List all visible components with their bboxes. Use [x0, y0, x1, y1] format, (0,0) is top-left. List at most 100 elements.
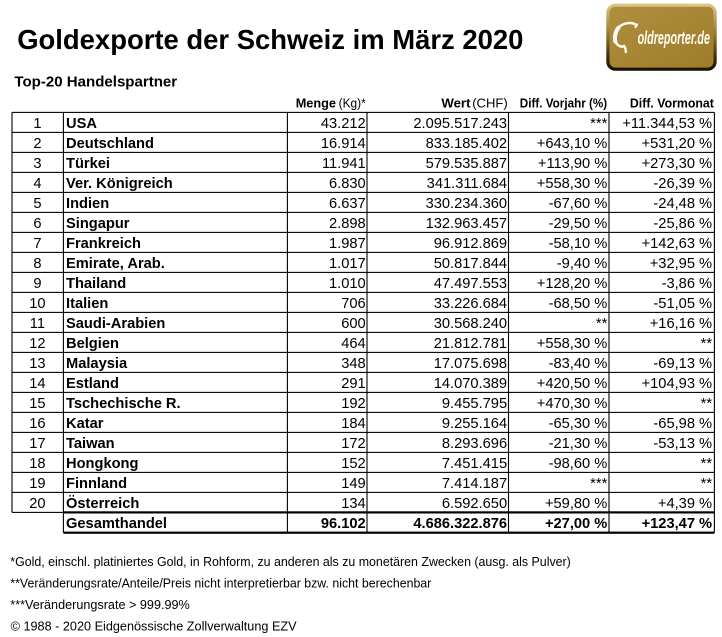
svg-text:11: 11 — [30, 316, 45, 332]
svg-text:19: 19 — [29, 476, 45, 492]
svg-text:-9,40 %: -9,40 % — [557, 256, 608, 272]
svg-text:833.185.402: 833.185.402 — [426, 136, 508, 152]
svg-text:-53,13 %: -53,13 % — [653, 436, 712, 452]
svg-text:Malaysia: Malaysia — [66, 356, 128, 372]
svg-text:7.451.415: 7.451.415 — [442, 456, 507, 472]
svg-text:+273,30 %: +273,30 % — [642, 156, 713, 172]
svg-text:14.070.389: 14.070.389 — [434, 376, 507, 392]
svg-text:1.010: 1.010 — [329, 276, 366, 292]
svg-text:Saudi-Arabien: Saudi-Arabien — [66, 316, 165, 332]
svg-text:2.095.517.243: 2.095.517.243 — [413, 116, 507, 132]
svg-text:16: 16 — [29, 416, 45, 432]
svg-text:20: 20 — [29, 496, 45, 512]
svg-text:33.226.684: 33.226.684 — [434, 296, 507, 312]
svg-text:Tschechische R.: Tschechische R. — [66, 396, 181, 412]
svg-text:+113,90 %: +113,90 % — [538, 156, 607, 172]
svg-text:Katar: Katar — [66, 416, 104, 432]
svg-text:***: *** — [590, 116, 607, 132]
svg-text:Hongkong: Hongkong — [66, 456, 138, 472]
svg-text:Menge: Menge — [296, 96, 336, 111]
svg-text:Italien: Italien — [66, 296, 108, 312]
svg-text:(CHF): (CHF) — [472, 96, 508, 111]
svg-text:13: 13 — [29, 356, 45, 372]
svg-text:oldreporter.de: oldreporter.de — [638, 28, 710, 48]
svg-text:8.293.696: 8.293.696 — [442, 436, 507, 452]
svg-text:7.414.187: 7.414.187 — [442, 476, 507, 492]
svg-text:9: 9 — [33, 276, 41, 292]
svg-text:Goldexporte der Schweiz im Mär: Goldexporte der Schweiz im März 2020 — [17, 24, 523, 55]
svg-text:3: 3 — [33, 156, 41, 172]
svg-text:+4,39 %: +4,39 % — [658, 496, 712, 512]
svg-text:464: 464 — [341, 336, 365, 352]
svg-text:30.568.240: 30.568.240 — [434, 316, 507, 332]
svg-text:+420,50 %: +420,50 % — [537, 376, 608, 392]
svg-text:Taiwan: Taiwan — [66, 436, 115, 452]
svg-text:-24,48 %: -24,48 % — [653, 196, 712, 212]
svg-text:Estland: Estland — [66, 376, 119, 392]
svg-text:10: 10 — [29, 296, 45, 312]
svg-text:4.686.322.876: 4.686.322.876 — [413, 516, 507, 532]
svg-text:291: 291 — [341, 376, 365, 392]
svg-text:+104,93 %: +104,93 % — [642, 376, 713, 392]
svg-text:-25,86 %: -25,86 % — [653, 216, 712, 232]
svg-text:Diff. Vormonat: Diff. Vormonat — [630, 96, 715, 111]
svg-text:+27,00 %: +27,00 % — [545, 516, 607, 532]
svg-text:11.941: 11.941 — [322, 156, 366, 172]
svg-text:330.234.360: 330.234.360 — [426, 196, 508, 212]
svg-text:17: 17 — [29, 436, 45, 452]
svg-text:1: 1 — [33, 116, 41, 132]
svg-text:**: ** — [701, 336, 713, 352]
svg-text:134: 134 — [341, 496, 365, 512]
svg-text:6.637: 6.637 — [329, 196, 366, 212]
svg-text:***Veränderungsrate > 999.99%: ***Veränderungsrate > 999.99% — [10, 597, 190, 612]
svg-text:12: 12 — [29, 336, 45, 352]
svg-text:-98,60 %: -98,60 % — [549, 456, 608, 472]
svg-text:Ver. Königreich: Ver. Königreich — [66, 176, 173, 192]
svg-text:16.914: 16.914 — [321, 136, 366, 152]
svg-text:15: 15 — [29, 396, 45, 412]
svg-text:+128,20 %: +128,20 % — [537, 276, 608, 292]
svg-text:9.455.795: 9.455.795 — [442, 396, 507, 412]
svg-text:172: 172 — [341, 436, 365, 452]
svg-text:Frankreich: Frankreich — [66, 236, 141, 252]
svg-text:+558,30 %: +558,30 % — [537, 176, 608, 192]
svg-text:-65,98 %: -65,98 % — [653, 416, 712, 432]
svg-text:7: 7 — [33, 236, 41, 252]
svg-text:+123,47 %: +123,47 % — [642, 516, 713, 532]
svg-text:+59,80 %: +59,80 % — [545, 496, 607, 512]
svg-text:-68,50 %: -68,50 % — [549, 296, 608, 312]
svg-text:1.987: 1.987 — [329, 236, 366, 252]
svg-text:-65,30 %: -65,30 % — [549, 416, 608, 432]
svg-text:-69,13 %: -69,13 % — [653, 356, 712, 372]
svg-text:132.963.457: 132.963.457 — [426, 216, 508, 232]
svg-text:-51,05 %: -51,05 % — [653, 296, 712, 312]
svg-text:**: ** — [701, 396, 713, 412]
svg-text:-58,10 %: -58,10 % — [549, 236, 608, 252]
svg-text:***: *** — [590, 476, 607, 492]
svg-text:192: 192 — [341, 396, 365, 412]
svg-text:14: 14 — [29, 376, 45, 392]
svg-text:Emirate, Arab.: Emirate, Arab. — [66, 256, 165, 272]
svg-text:6.830: 6.830 — [329, 176, 366, 192]
svg-text:-29,50 %: -29,50 % — [549, 216, 608, 232]
svg-text:43.212: 43.212 — [321, 116, 366, 132]
svg-text:+470,30 %: +470,30 % — [537, 396, 608, 412]
svg-text:+32,95 %: +32,95 % — [650, 256, 712, 272]
svg-text:Singapur: Singapur — [66, 216, 130, 232]
svg-text:579.535.887: 579.535.887 — [426, 156, 508, 172]
svg-text:348: 348 — [341, 356, 365, 372]
svg-text:706: 706 — [341, 296, 365, 312]
svg-text:-26,39 %: -26,39 % — [653, 176, 712, 192]
svg-text:1.017: 1.017 — [329, 256, 366, 272]
svg-text:2: 2 — [33, 136, 41, 152]
svg-text:50.817.844: 50.817.844 — [434, 256, 507, 272]
svg-text:Top-20 Handelspartner: Top-20 Handelspartner — [14, 74, 177, 91]
svg-text:**: ** — [701, 456, 713, 472]
svg-text:21.812.781: 21.812.781 — [434, 336, 507, 352]
svg-text:184: 184 — [341, 416, 365, 432]
svg-text:18: 18 — [29, 456, 45, 472]
svg-text:8: 8 — [33, 256, 41, 272]
svg-text:+643,10 %: +643,10 % — [537, 136, 608, 152]
svg-text:**: ** — [596, 316, 608, 332]
svg-text:96.912.869: 96.912.869 — [434, 236, 507, 252]
